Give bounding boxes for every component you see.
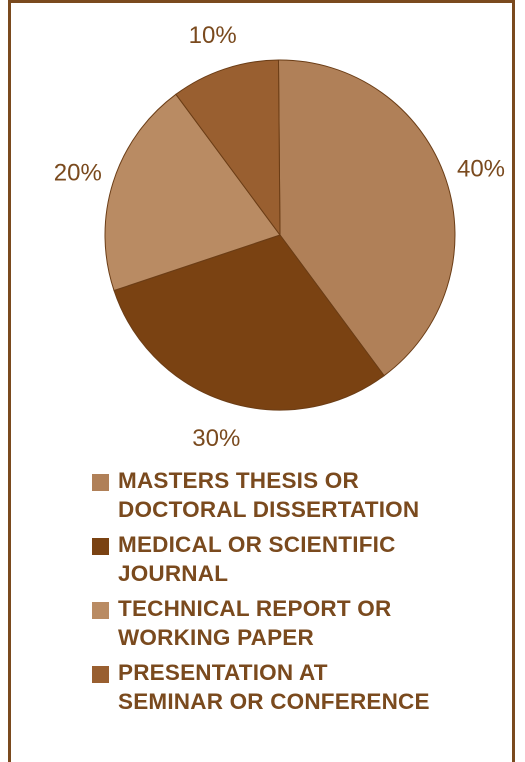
legend-item: TECHNICAL REPORT OR WORKING PAPER <box>92 594 492 652</box>
legend-swatch <box>92 474 109 491</box>
slice-percent-label: 20% <box>54 159 102 186</box>
pie-slice <box>277 59 456 377</box>
slice-percent-label: 40% <box>457 156 505 183</box>
legend-swatch <box>92 538 109 555</box>
legend-label: MASTERS THESIS OR DOCTORAL DISSERTATION <box>118 468 420 522</box>
pie-slice <box>175 59 281 237</box>
legend-item: MASTERS THESIS OR DOCTORAL DISSERTATION <box>92 466 492 524</box>
legend-swatch <box>92 602 109 619</box>
legend-label: TECHNICAL REPORT OR WORKING PAPER <box>118 596 392 650</box>
legend-swatch <box>92 666 109 683</box>
legend: MASTERS THESIS OR DOCTORAL DISSERTATION … <box>92 466 492 722</box>
pie-chart: 40% 30% 20% 10% <box>54 22 505 452</box>
legend-item: PRESENTATION AT SEMINAR OR CONFERENCE <box>92 658 492 716</box>
pie-slice <box>104 93 281 292</box>
legend-label: PRESENTATION AT SEMINAR OR CONFERENCE <box>118 660 430 714</box>
legend-label: MEDICAL OR SCIENTIFIC JOURNAL <box>118 532 396 586</box>
slice-percent-label: 30% <box>192 425 240 452</box>
pie-slice <box>113 234 385 411</box>
legend-item: MEDICAL OR SCIENTIFIC JOURNAL <box>92 530 492 588</box>
slice-percent-label: 10% <box>189 22 237 49</box>
